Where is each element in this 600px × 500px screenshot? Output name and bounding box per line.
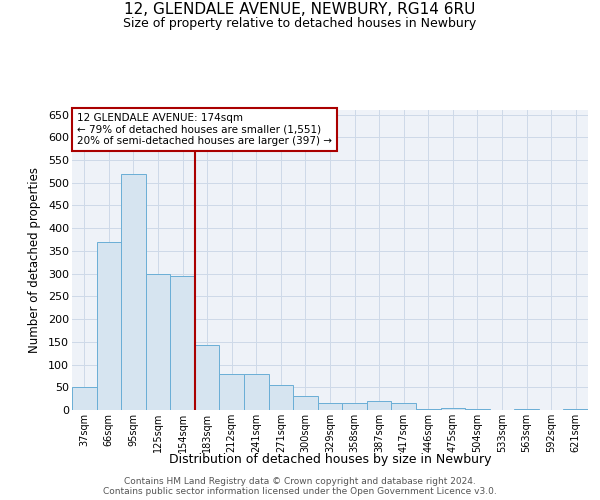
Bar — [318, 403, 342, 410]
Bar — [440, 408, 465, 410]
Bar — [514, 409, 539, 410]
Y-axis label: Number of detached properties: Number of detached properties — [28, 167, 41, 353]
Bar — [465, 409, 490, 410]
Bar — [121, 174, 146, 410]
Bar — [342, 403, 367, 410]
Text: Distribution of detached houses by size in Newbury: Distribution of detached houses by size … — [169, 452, 491, 466]
Text: 12, GLENDALE AVENUE, NEWBURY, RG14 6RU: 12, GLENDALE AVENUE, NEWBURY, RG14 6RU — [124, 2, 476, 18]
Bar — [220, 374, 244, 410]
Bar — [170, 276, 195, 410]
Bar — [72, 388, 97, 410]
Bar — [293, 396, 318, 410]
Bar — [97, 242, 121, 410]
Bar — [391, 403, 416, 410]
Bar — [244, 374, 269, 410]
Bar — [269, 385, 293, 410]
Text: Size of property relative to detached houses in Newbury: Size of property relative to detached ho… — [124, 18, 476, 30]
Text: Contains HM Land Registry data © Crown copyright and database right 2024.: Contains HM Land Registry data © Crown c… — [124, 477, 476, 486]
Bar — [416, 409, 440, 410]
Bar — [367, 401, 391, 410]
Bar — [563, 409, 588, 410]
Bar — [146, 274, 170, 410]
Text: Contains public sector information licensed under the Open Government Licence v3: Contains public sector information licen… — [103, 487, 497, 496]
Text: 12 GLENDALE AVENUE: 174sqm
← 79% of detached houses are smaller (1,551)
20% of s: 12 GLENDALE AVENUE: 174sqm ← 79% of deta… — [77, 113, 332, 146]
Bar — [195, 345, 220, 410]
